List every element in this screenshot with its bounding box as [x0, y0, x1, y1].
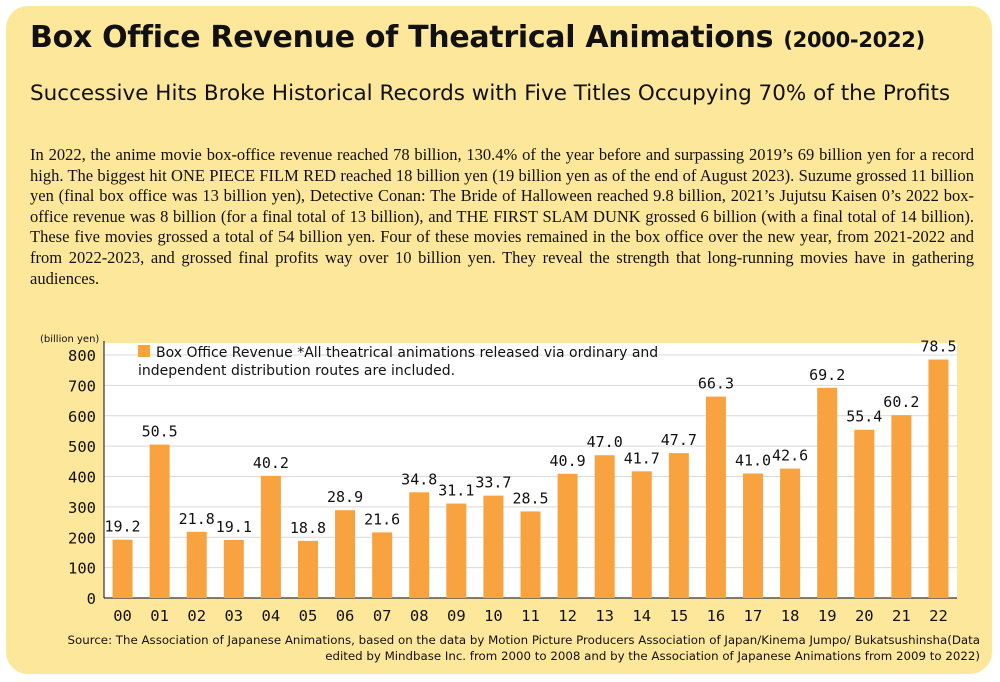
title-main: Box Office Revenue of Theatrical Animati…	[30, 20, 774, 55]
source-note: Source: The Association of Japanese Anim…	[67, 633, 980, 663]
body-paragraph: In 2022, the anime movie box-office reve…	[30, 145, 974, 288]
title-years: (2000-2022)	[783, 28, 925, 52]
page-title: Box Office Revenue of Theatrical Animati…	[30, 20, 925, 55]
page-subtitle: Successive Hits Broke Historical Records…	[30, 81, 951, 106]
